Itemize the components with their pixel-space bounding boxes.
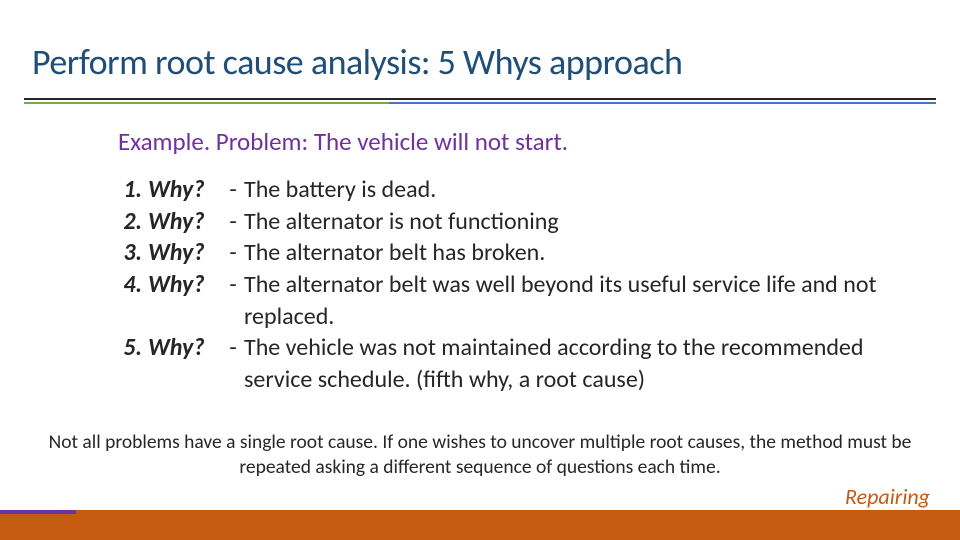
footer-accent [0,510,76,514]
why-label: Why? [142,237,222,269]
why-row: 2.Why?-The alternator is not functioning [118,206,910,238]
slide-title: Perform root cause analysis: 5 Whys appr… [32,40,682,84]
why-number: 2. [118,206,142,238]
why-list: 1.Why?-The battery is dead.2.Why?-The al… [118,174,910,396]
rule-right [389,102,936,104]
why-dash: - [222,269,244,332]
why-label: Why? [142,332,222,395]
footer-bar [0,510,960,540]
why-dash: - [222,206,244,238]
why-row: 4.Why?-The alternator belt was well beyo… [118,269,910,332]
why-dash: - [222,174,244,206]
why-row: 3.Why?-The alternator belt has broken. [118,237,910,269]
why-dash: - [222,332,244,395]
example-line: Example. Problem: The vehicle will not s… [118,126,568,157]
why-row: 1.Why?-The battery is dead. [118,174,910,206]
footer-section-label: Repairing [845,483,930,510]
footer-note: Not all problems have a single root caus… [44,430,916,481]
why-number: 3. [118,237,142,269]
rule-top [24,98,936,100]
why-answer: The alternator belt has broken. [244,237,910,269]
why-label: Why? [142,174,222,206]
rule-left [24,102,389,104]
why-row: 5.Why?-The vehicle was not maintained ac… [118,332,910,395]
why-number: 5. [118,332,142,395]
why-answer: The vehicle was not maintained according… [244,332,910,395]
why-label: Why? [142,206,222,238]
why-answer: The battery is dead. [244,174,910,206]
why-answer: The alternator belt was well beyond its … [244,269,910,332]
why-dash: - [222,237,244,269]
why-number: 1. [118,174,142,206]
title-rule [24,98,936,104]
why-label: Why? [142,269,222,332]
why-answer: The alternator is not functioning [244,206,910,238]
slide: Perform root cause analysis: 5 Whys appr… [0,0,960,540]
why-number: 4. [118,269,142,332]
